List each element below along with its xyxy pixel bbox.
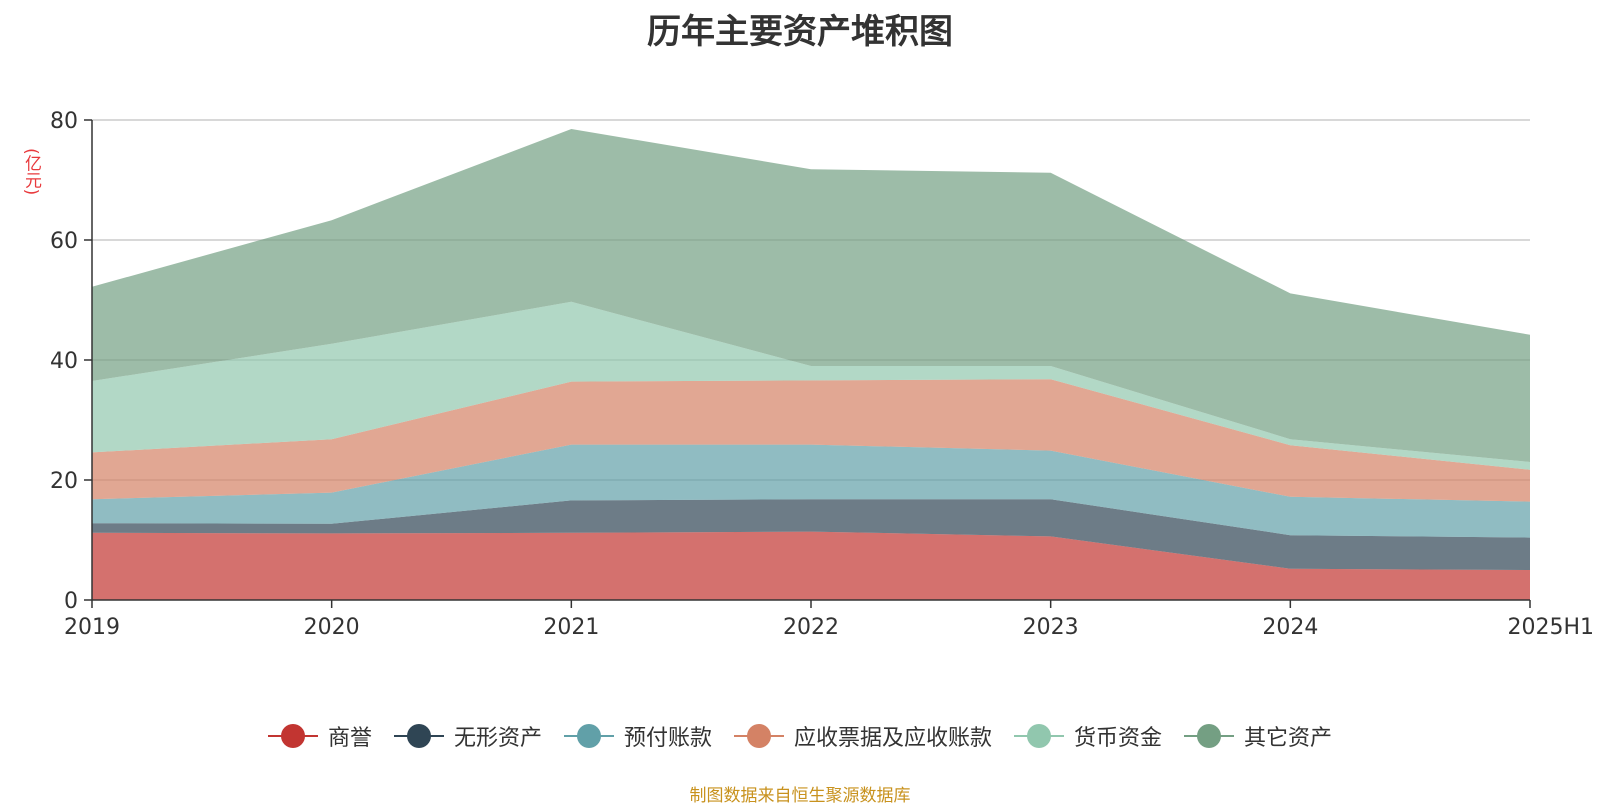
legend-item[interactable]: 其它资产 [1184,720,1332,752]
legend-marker-icon [1014,724,1065,748]
legend-marker-icon [1184,724,1235,748]
y-tick-label: 80 [50,109,78,134]
legend-label: 商誉 [327,726,372,751]
x-tick-label: 2023 [1023,615,1079,640]
area-series-4 [92,379,1530,502]
legend-item[interactable]: 货币资金 [1014,720,1162,752]
x-tick-label: 2019 [64,615,120,640]
area-series-2 [92,499,1530,570]
legend-marker-icon [267,724,318,748]
legend-label: 其它资产 [1244,726,1333,751]
x-tick-label: 2024 [1262,615,1318,640]
legend-item[interactable]: 商誉 [267,720,372,752]
legend-label: 无形资产 [453,726,542,751]
area-series [92,129,1530,600]
x-tick-label: 2025H1 [1507,615,1594,640]
area-series-3 [92,444,1530,538]
legend: 商誉 无形资产 预付账款 应收票据及应收账款 货币资金 其它资产 [0,718,1600,754]
legend-item[interactable]: 应收票据及应收账款 [734,720,992,752]
legend-label: 应收票据及应收账款 [794,726,993,751]
y-tick-label: 20 [50,469,78,494]
legend-marker-icon [734,724,784,748]
legend-label: 预付账款 [623,726,712,751]
y-tick-label: 60 [50,229,78,254]
legend-item[interactable]: 无形资产 [393,720,542,752]
legend-marker-icon [393,724,444,748]
source-note: 制图数据来自恒生聚源数据库 [689,786,911,806]
area-series-5 [92,301,1530,470]
y-axis-unit-label: (亿元) [21,148,41,196]
axes: 0 20 40 60 80 2019 2020 2021 2022 2023 2024 2025H1 [50,109,1594,640]
legend-label: 货币资金 [1074,726,1163,751]
x-tick-label: 2020 [304,615,360,640]
x-tick-label: 2021 [543,615,599,640]
area-series-6 [92,129,1530,462]
chart-title: 历年主要资产堆积图 [647,12,953,52]
y-tick-label: 0 [64,589,78,614]
y-tick-label: 40 [50,349,78,374]
area-series-1 [92,531,1530,600]
legend-item[interactable]: 预付账款 [563,720,712,752]
legend-marker-icon [563,724,614,748]
x-tick-label: 2022 [783,615,839,640]
